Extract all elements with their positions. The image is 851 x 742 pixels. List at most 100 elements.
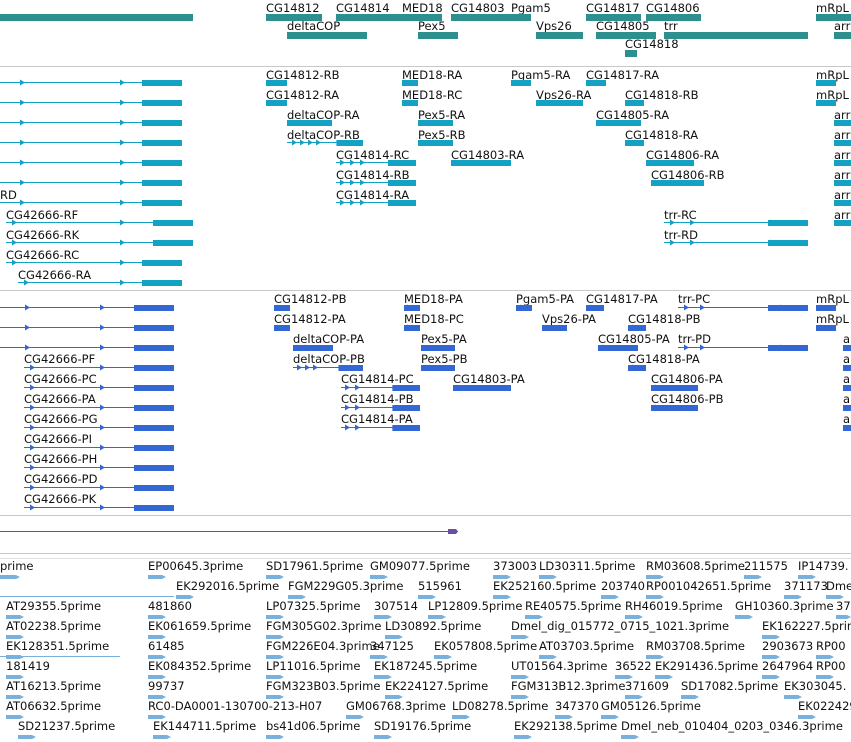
- feature-pex5-ra[interactable]: [418, 119, 453, 129]
- feature-rp00[interactable]: [816, 673, 834, 683]
- feature-cg14806[interactable]: [646, 13, 701, 23]
- feature-371609[interactable]: [625, 693, 643, 703]
- feature-lp07325-5prime[interactable]: [266, 613, 284, 623]
- feature-cg14805-ra[interactable]: [596, 119, 641, 129]
- feature-ep00645-3prime[interactable]: [148, 573, 166, 583]
- feature-mrpl[interactable]: [816, 99, 836, 109]
- feature-fgm323b03-5prime[interactable]: [266, 693, 284, 703]
- feature-mrpl[interactable]: [816, 324, 836, 334]
- feature-rp00[interactable]: [816, 653, 834, 663]
- feature-fgm226e04-3prime[interactable]: [266, 653, 284, 663]
- feature-ek061659-5prime[interactable]: [148, 633, 166, 643]
- feature-mrpl[interactable]: [816, 79, 836, 89]
- feature-arr[interactable]: [834, 159, 851, 169]
- feature-cg14818-pb[interactable]: [628, 324, 646, 334]
- feature-unlabeled[interactable]: [0, 593, 174, 603]
- feature-rc0-da0001-130700-213-h07[interactable]: [148, 713, 166, 723]
- feature-unlabeled[interactable]: [0, 119, 182, 129]
- feature-pgam5[interactable]: [511, 13, 531, 23]
- feature-pex5-pb[interactable]: [421, 364, 455, 374]
- feature-lp12809-5prime[interactable]: [428, 613, 446, 623]
- feature-trr-pd[interactable]: [678, 344, 808, 354]
- feature-481860[interactable]: [148, 613, 166, 623]
- feature-cg42666-pg[interactable]: [24, 424, 174, 434]
- feature-cg42666-pf[interactable]: [24, 364, 174, 374]
- feature-cg14818[interactable]: [625, 49, 637, 59]
- feature-cg14818-rb[interactable]: [625, 99, 644, 109]
- feature-ek187245-5prime[interactable]: [374, 673, 392, 683]
- feature-cg42666-pa[interactable]: [24, 404, 174, 414]
- feature-cg42666-ph[interactable]: [24, 464, 174, 474]
- feature-cg42666-rk[interactable]: [6, 239, 193, 249]
- feature-rd[interactable]: [0, 199, 182, 209]
- feature-ld30311-5prime[interactable]: [539, 573, 557, 583]
- feature-ek303045[interactable]: [784, 693, 802, 703]
- feature-cg14812-pa[interactable]: [274, 324, 290, 334]
- feature-cg14814[interactable]: [336, 13, 422, 23]
- feature-cg14817-pa[interactable]: [586, 304, 604, 314]
- feature-fgm305g02-3prime[interactable]: [266, 633, 284, 643]
- feature-cg42666-rf[interactable]: [6, 219, 193, 229]
- feature-ek162227-5prime[interactable]: [762, 633, 780, 643]
- feature-unlabeled[interactable]: [0, 99, 182, 109]
- feature-mrpl[interactable]: [816, 13, 851, 23]
- feature-2647964[interactable]: [762, 673, 780, 683]
- feature-ek224127-5prime[interactable]: [385, 693, 403, 703]
- feature-ek128351-5prime[interactable]: [6, 653, 24, 663]
- feature-cg14805[interactable]: [596, 31, 656, 41]
- feature-cg14806-rb[interactable]: [651, 179, 704, 189]
- feature-at06632-5prime[interactable]: [6, 713, 24, 723]
- feature-trr-pc[interactable]: [678, 304, 808, 314]
- feature-a[interactable]: [843, 364, 851, 374]
- feature-rh46019-5prime[interactable]: [625, 613, 643, 623]
- feature-515961[interactable]: [418, 593, 436, 603]
- feature-cg14817-ra[interactable]: [586, 79, 606, 89]
- feature-cg42666-pd[interactable]: [24, 484, 174, 494]
- feature-fgm313b12-3prime[interactable]: [511, 693, 529, 703]
- feature-unlabeled[interactable]: [0, 159, 182, 169]
- feature-cg14818-ra[interactable]: [625, 139, 644, 149]
- feature-at03703-5prime[interactable]: [539, 653, 557, 663]
- feature-unlabeled[interactable]: [0, 653, 120, 663]
- feature-a[interactable]: [843, 384, 851, 394]
- feature-pex5-pa[interactable]: [421, 344, 455, 354]
- feature-arr[interactable]: [834, 139, 851, 149]
- feature-vps26-ra[interactable]: [536, 99, 583, 109]
- feature-deltacop-ra[interactable]: [287, 119, 332, 129]
- feature-trr[interactable]: [664, 31, 808, 41]
- feature-ld08278-5prime[interactable]: [452, 713, 470, 723]
- feature-cg14817[interactable]: [586, 13, 641, 23]
- feature-arr[interactable]: [834, 199, 851, 209]
- feature-rp001042651-5prime[interactable]: [646, 593, 664, 603]
- feature-ek252160-5prime[interactable]: [493, 593, 511, 603]
- feature-61485[interactable]: [148, 653, 166, 663]
- feature-deltacop-pa[interactable]: [293, 344, 333, 354]
- feature-dme[interactable]: [826, 593, 844, 603]
- feature-at02238-5prime[interactable]: [6, 633, 24, 643]
- feature-prime[interactable]: [0, 573, 20, 583]
- feature-sd17082-5prime[interactable]: [681, 693, 699, 703]
- feature-arr[interactable]: [834, 119, 851, 129]
- feature-re40575-5prime[interactable]: [525, 613, 543, 623]
- feature-cg14805-pa[interactable]: [598, 344, 638, 354]
- feature-ek022429-5[interactable]: [798, 713, 816, 723]
- feature-med18-rc[interactable]: [402, 99, 418, 109]
- feature-347370[interactable]: [555, 713, 573, 723]
- feature-cg14814-rb[interactable]: [336, 179, 416, 189]
- feature-347125[interactable]: [370, 653, 388, 663]
- feature-unlabeled[interactable]: [0, 324, 174, 334]
- feature-cg14803-pa[interactable]: [453, 384, 511, 394]
- feature-deltacop-pb[interactable]: [293, 364, 363, 374]
- feature-unlabeled[interactable]: [0, 304, 174, 314]
- feature-181419[interactable]: [6, 673, 24, 683]
- feature-vps26[interactable]: [536, 31, 583, 41]
- feature-sd19176-5prime[interactable]: [374, 733, 392, 742]
- feature-med18[interactable]: [402, 13, 442, 23]
- feature-cg14812-rb[interactable]: [266, 79, 287, 89]
- feature-cg14814-pa[interactable]: [341, 424, 420, 434]
- feature-cg14814-pb[interactable]: [341, 404, 420, 414]
- feature-371173[interactable]: [784, 593, 802, 603]
- feature-211575[interactable]: [744, 573, 762, 583]
- feature-unlabeled[interactable]: [0, 79, 182, 89]
- feature-bs41d06-5prime[interactable]: [266, 733, 284, 742]
